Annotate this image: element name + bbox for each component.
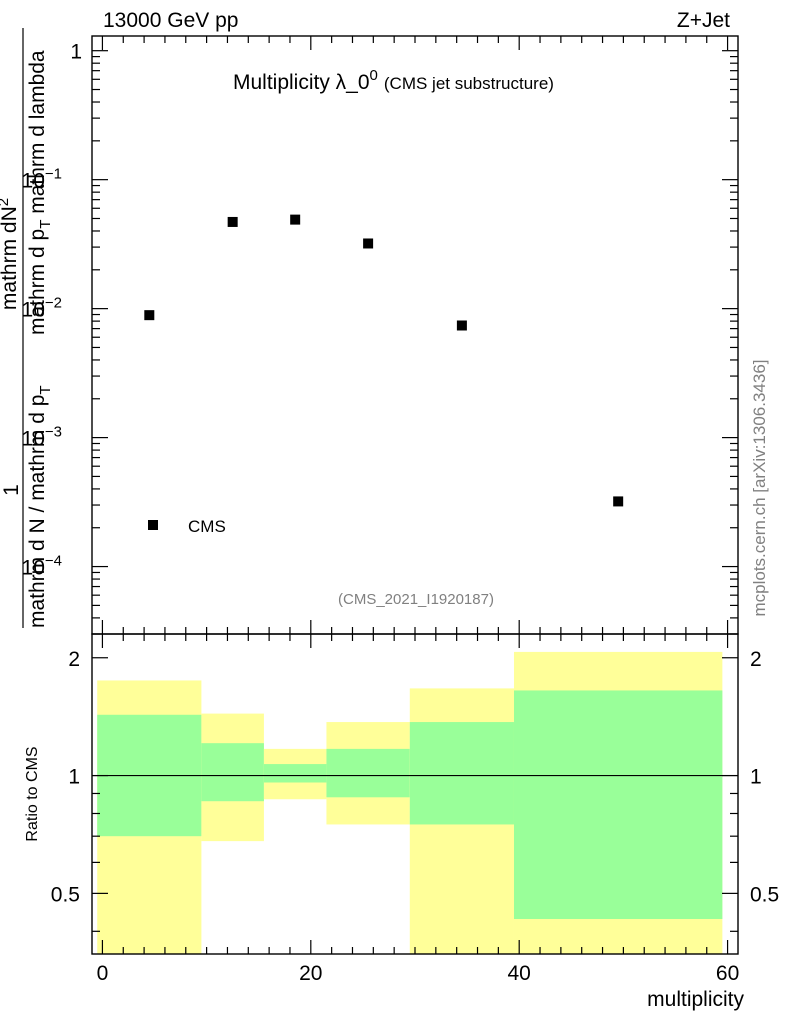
- ylabel-numerator: mathrm dN2: [0, 198, 21, 310]
- main-y-tick-label: 1: [70, 41, 82, 64]
- main-y-tick-label: 10−4: [22, 553, 62, 580]
- ratio-inner-band: [326, 748, 410, 798]
- ratio-uncertainty-bands: [97, 651, 723, 954]
- plot-title-sup: 0: [370, 67, 378, 84]
- x-tick-label: 60: [716, 962, 739, 985]
- plot-title-sub: (CMS jet substructure): [384, 74, 554, 93]
- x-tick-label: 0: [97, 962, 109, 985]
- cms-data-point: [144, 310, 155, 321]
- legend-marker: [148, 520, 158, 530]
- x-tick-label: 40: [508, 962, 531, 985]
- cms-data-point: [363, 238, 374, 249]
- ratio-y-tick-label-left: 2: [68, 648, 80, 671]
- ratio-x-tick-labels: 0 20 40 60: [97, 962, 740, 985]
- ratio-y-tick-label-right: 2: [750, 648, 762, 671]
- x-tick-label: 20: [299, 962, 322, 985]
- ratio-plot: 0.5 1 2 0.5 1 2 0 20 40 60 Ratio to CMS multipl…: [24, 633, 779, 1011]
- energy-label: 13000 GeV pp: [103, 9, 238, 32]
- cms-data-points: [144, 214, 624, 507]
- ylabel-one: 1: [0, 484, 23, 496]
- main-y-tick-labels: 1 10−1 10−2 10−3 10−4: [22, 41, 82, 580]
- ratio-y-tick-label-right: 1: [750, 766, 762, 789]
- cms-data-point: [613, 496, 624, 507]
- main-y-axis-label: 1 mathrm d N / mathrm d pT mathrm dN2 ma…: [0, 28, 54, 628]
- plot-title-main: Multiplicity λ_0: [233, 71, 370, 94]
- ratio-y-tick-labels-left: 0.5 1 2: [51, 648, 80, 907]
- legend-label: CMS: [188, 517, 226, 536]
- analysis-tag: (CMS_2021_I1920187): [338, 591, 494, 608]
- ratio-axis-ticks: [92, 634, 738, 954]
- main-plot: 1 10−1 10−2 10−3 10−4 Multiplicity λ_00 (CMS …: [22, 35, 739, 635]
- cms-data-point: [290, 214, 301, 225]
- x-axis-label: multiplicity: [647, 988, 744, 1011]
- plot-title: Multiplicity λ_00 (CMS jet substructure): [233, 67, 554, 94]
- cms-data-point: [227, 216, 238, 227]
- ylabel-denominator: mathrm d pT mathrm d lambda: [26, 50, 54, 335]
- main-y-tick-label: 10−2: [22, 295, 62, 322]
- ratio-inner-band: [409, 722, 514, 825]
- ratio-inner-band: [513, 690, 723, 920]
- process-label: Z+Jet: [677, 9, 730, 32]
- ratio-inner-band: [201, 743, 264, 802]
- ratio-y-tick-label-right: 0.5: [750, 883, 779, 906]
- main-axis-ticks: [92, 36, 738, 635]
- main-y-tick-label: 10−1: [22, 166, 62, 193]
- ratio-inner-band: [263, 764, 327, 783]
- cms-data-point: [456, 320, 467, 331]
- main-y-tick-label: 10−3: [22, 424, 62, 451]
- ratio-y-axis-label: Ratio to CMS: [24, 746, 41, 841]
- ratio-y-tick-label-left: 1: [68, 766, 80, 789]
- mcplots-watermark: mcplots.cern.ch [arXiv:1306.3436]: [750, 359, 769, 616]
- main-plot-frame: [91, 35, 739, 635]
- ratio-y-tick-labels-right: 0.5 1 2: [750, 648, 779, 907]
- ylabel-denominator-prefix: mathrm d N / mathrm d pT: [26, 385, 54, 628]
- ratio-y-tick-label-left: 0.5: [51, 883, 80, 906]
